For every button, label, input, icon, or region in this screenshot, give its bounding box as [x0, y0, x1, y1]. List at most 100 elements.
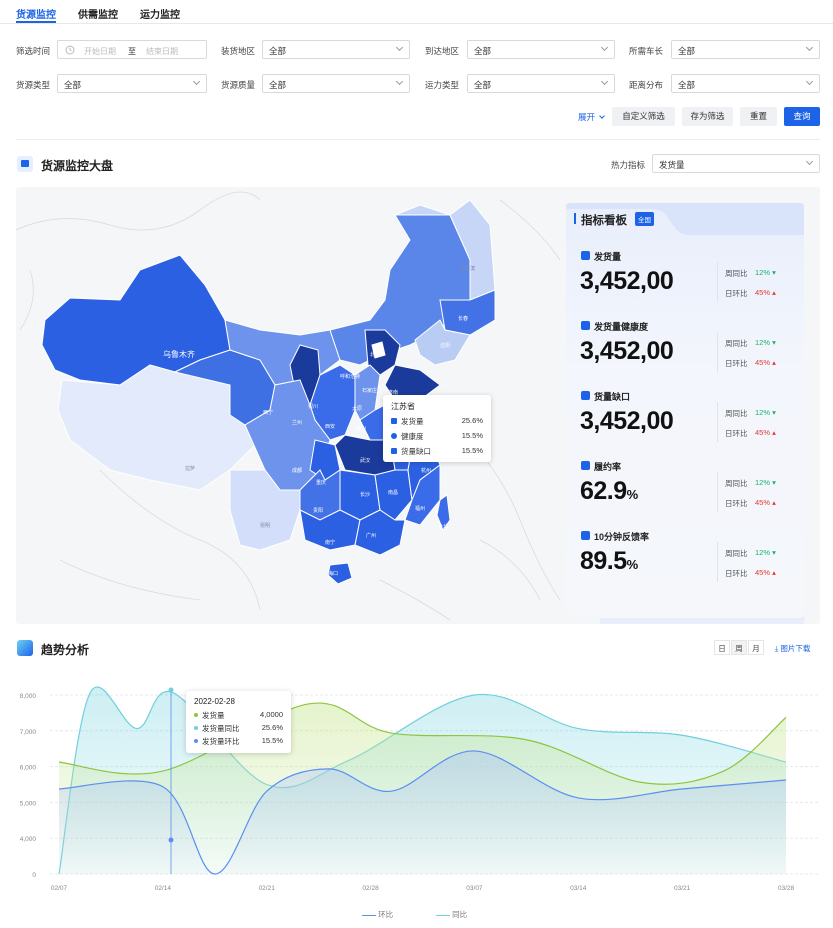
- map-city-labels: 乌鲁木齐 北京 呼和浩特 西宁 兰州 银川 西安 太原 石家庄 济南 郑州 南京…: [163, 265, 475, 577]
- source-quality-select[interactable]: 全部: [262, 74, 410, 93]
- day-change-value: 45%: [755, 428, 771, 437]
- day-change: 45% ▴: [755, 568, 776, 577]
- map-label: 海口: [328, 570, 338, 577]
- custom-filter-button[interactable]: 自定义筛选: [612, 107, 675, 126]
- legend-item-mom[interactable]: 环比: [362, 909, 393, 920]
- tab-supply-demand[interactable]: 供需监控: [78, 10, 118, 21]
- week-change-value: 12%: [755, 478, 771, 487]
- series-line: [58, 702, 787, 785]
- map-label: 西安: [325, 423, 335, 430]
- tooltip-key: 发货量: [401, 417, 424, 426]
- kpi-icon: [581, 321, 590, 330]
- legend-item-yoy[interactable]: 同比: [436, 909, 467, 920]
- hover-point: [168, 837, 174, 843]
- day-change-value: 45%: [755, 358, 771, 367]
- trend-icon: [17, 640, 33, 656]
- filter-label-arrive-area: 到达地区: [425, 46, 460, 56]
- map-label: 台北: [438, 523, 448, 530]
- map-label: 银川: [308, 403, 318, 410]
- day-label: 日环比: [725, 359, 748, 368]
- map-label: 长沙: [360, 491, 370, 498]
- expand-toggle[interactable]: 展开: [578, 111, 606, 123]
- tooltip-value: 15.5%: [461, 446, 483, 455]
- tooltip-row: 发货量同比 25.6%: [194, 723, 283, 733]
- arrow-up-icon: ▴: [770, 288, 776, 297]
- tooltip-key: 发货量: [202, 711, 225, 720]
- week-change: 12% ▾: [755, 478, 776, 487]
- province-hainan: [327, 562, 353, 585]
- save-filter-button[interactable]: 存为筛选: [682, 107, 733, 126]
- capacity-type-select[interactable]: 全部: [467, 74, 615, 93]
- source-type-select[interactable]: 全部: [57, 74, 207, 93]
- y-tick-label: 7,000: [20, 729, 37, 736]
- day-label: 日环比: [725, 289, 748, 298]
- week-change: 12% ▾: [755, 338, 776, 347]
- tooltip-row: 发货量环比 15.5%: [194, 736, 283, 746]
- kpi-divider: [717, 472, 718, 512]
- panel-title-bar: [574, 213, 576, 224]
- tooltip-value: 25.6%: [461, 416, 483, 425]
- download-link[interactable]: ⤓ 图片下载: [775, 643, 810, 654]
- distance-select[interactable]: 全部: [671, 74, 820, 93]
- load-area-select[interactable]: 全部: [262, 40, 410, 59]
- toggle-month[interactable]: 月: [748, 640, 764, 655]
- tab-supply-monitor[interactable]: 货源监控: [16, 10, 56, 21]
- province-taiwan: [436, 494, 451, 532]
- map-label: 重庆: [316, 479, 326, 486]
- legend-label: 同比: [452, 910, 468, 919]
- day-change-value: 45%: [755, 288, 771, 297]
- filter-label-load-area: 装货地区: [221, 46, 256, 56]
- truck-length-select[interactable]: 全部: [671, 40, 820, 59]
- distance-value: 全部: [678, 80, 696, 90]
- tooltip-row: 健康度 15.5%: [391, 431, 483, 441]
- tooltip-value: 4,0000: [260, 710, 283, 719]
- y-tick-label: 5,000: [20, 800, 37, 807]
- provinces: [41, 199, 496, 585]
- x-tick-label: 03/07: [466, 885, 483, 892]
- x-tick-label: 03/14: [570, 885, 587, 892]
- toggle-week[interactable]: 周: [731, 640, 747, 655]
- arrow-up-icon: ▴: [770, 358, 776, 367]
- map-label: 哈尔滨: [460, 265, 475, 272]
- kpi-number: 3,452,00: [580, 267, 674, 295]
- day-label: 日环比: [725, 569, 748, 578]
- capacity-type-value: 全部: [474, 80, 492, 90]
- arrive-area-value: 全部: [474, 46, 492, 56]
- kpi-icon: [581, 251, 590, 260]
- arrive-area-select[interactable]: 全部: [467, 40, 615, 59]
- day-change-value: 45%: [755, 568, 771, 577]
- panel-header-shape: [566, 203, 804, 235]
- shield-icon: [391, 433, 397, 439]
- day-label: 日环比: [725, 429, 748, 438]
- arrow-down-icon: ▾: [770, 268, 776, 277]
- background-borders: [16, 191, 561, 621]
- map-label: 南宁: [325, 539, 335, 546]
- map-label: 杭州: [421, 467, 431, 474]
- heat-metric-select[interactable]: 发货量: [652, 154, 820, 173]
- tooltip-key: 发货量环比: [202, 737, 240, 746]
- map-label: 兰州: [292, 419, 302, 426]
- toggle-day[interactable]: 日: [714, 640, 730, 655]
- map-label: 长春: [458, 315, 468, 322]
- download-label: 图片下载: [780, 644, 811, 653]
- tab-capacity[interactable]: 运力监控: [140, 10, 180, 21]
- map-label: 太原: [352, 405, 362, 412]
- chevron-down-icon: [600, 43, 609, 52]
- day-change: 45% ▴: [755, 358, 776, 367]
- map-label: 济南: [388, 389, 398, 396]
- series-line: [58, 750, 787, 875]
- week-change: 12% ▾: [755, 548, 776, 557]
- map-label: 广州: [366, 532, 376, 539]
- week-change: 12% ▾: [755, 268, 776, 277]
- map-label: 贵阳: [313, 507, 323, 514]
- date-range-picker[interactable]: 开始日期 至 结束日期: [57, 40, 207, 59]
- end-date-input[interactable]: 结束日期: [146, 47, 178, 56]
- box-icon: [391, 448, 397, 454]
- reset-button[interactable]: 重置: [740, 107, 777, 126]
- divider: [16, 139, 820, 140]
- query-button[interactable]: 查询: [784, 107, 820, 126]
- start-date-input[interactable]: 开始日期: [84, 47, 116, 56]
- clock-icon: [65, 45, 75, 55]
- province-heilongjiang: [394, 199, 496, 301]
